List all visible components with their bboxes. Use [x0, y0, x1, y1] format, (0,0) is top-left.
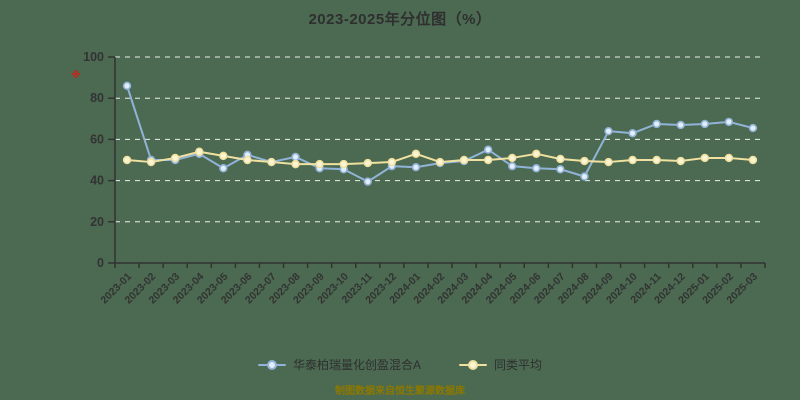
y-tick-label: 20 — [90, 215, 104, 229]
legend-average-line-icon — [459, 359, 487, 370]
data-point-average — [339, 159, 348, 169]
data-point-fund — [363, 177, 372, 186]
data-point-average — [556, 154, 565, 164]
legend-fund-label: 华泰柏瑞量化创盈混合A — [292, 358, 421, 372]
data-point-average — [628, 155, 637, 165]
chart-title: 2023-2025年分位图（%） — [308, 11, 492, 28]
y-tick-label: 40 — [90, 174, 104, 188]
y-tick-label: 60 — [90, 132, 104, 146]
data-point-average — [315, 159, 324, 169]
data-point-average — [652, 155, 661, 165]
data-point-fund — [724, 117, 734, 127]
data-point-fund — [652, 119, 661, 129]
data-point-fund — [532, 164, 541, 173]
data-point-fund — [291, 152, 300, 162]
data-point-fund — [604, 126, 613, 136]
data-point-average — [122, 155, 132, 165]
y-tick-label: 100 — [83, 50, 104, 64]
legend-average-label: 同类平均 — [494, 358, 543, 372]
legend-fund-dot-icon — [266, 359, 277, 370]
data-point-average — [532, 149, 541, 159]
data-source-footer: 制图数据来自恒生聚源数据库 — [335, 386, 465, 397]
data-point-average — [363, 158, 372, 168]
data-point-fund — [748, 123, 758, 133]
data-point-average — [411, 149, 421, 159]
data-point-fund — [483, 145, 493, 154]
percentile-line-chart[interactable]: 0204060801002023-012023-022023-032023-04… — [0, 0, 800, 352]
data-point-fund — [676, 120, 685, 130]
data-point-average — [170, 153, 180, 163]
data-point-average — [604, 157, 613, 167]
chart-legend: 华泰柏瑞量化创盈混合A 同类平均 — [0, 356, 800, 373]
y-tick-label: 80 — [90, 91, 104, 105]
data-point-average — [748, 155, 758, 165]
data-point-fund — [122, 81, 132, 91]
legend-fund-line-icon — [257, 359, 286, 370]
data-point-average — [387, 157, 397, 167]
legend-item-fund[interactable]: 华泰柏瑞量化创盈混合A — [257, 356, 421, 373]
data-point-fund — [556, 165, 565, 174]
data-point-average — [146, 157, 156, 167]
data-point-fund — [219, 164, 228, 173]
data-point-average — [267, 157, 276, 167]
data-point-fund — [411, 163, 421, 172]
data-point-fund — [580, 172, 589, 181]
legend-average-dot-icon — [468, 359, 478, 370]
legend-item-average[interactable]: 同类平均 — [459, 356, 542, 373]
data-point-average — [700, 153, 710, 163]
data-point-average — [435, 157, 445, 167]
data-point-average — [508, 153, 517, 163]
y-tick-label: 0 — [97, 256, 104, 270]
data-point-average — [483, 155, 493, 165]
data-point-average — [459, 155, 469, 165]
data-point-average — [219, 151, 228, 161]
data-point-fund — [700, 119, 710, 129]
data-point-average — [580, 156, 589, 166]
data-point-average — [676, 156, 685, 166]
red-reference-mark-icon: ※ — [71, 70, 81, 81]
data-point-fund — [628, 129, 637, 138]
data-point-average — [243, 155, 252, 165]
data-point-average — [195, 147, 204, 156]
data-point-average — [724, 153, 734, 163]
data-point-average — [291, 159, 300, 169]
data-point-fund — [508, 161, 517, 171]
